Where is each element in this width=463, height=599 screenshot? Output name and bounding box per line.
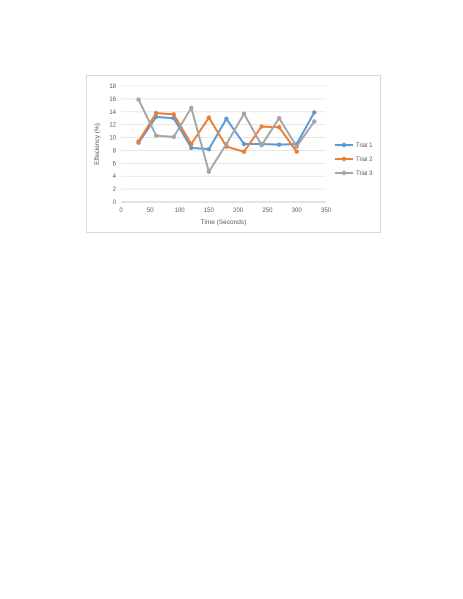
series-line-trial-3 [137, 99, 316, 173]
data-point [276, 125, 282, 130]
legend-label: Trial 3 [356, 171, 373, 177]
x-axis-title: Time (Seconds) [201, 219, 247, 226]
series-line-trial-2 [137, 112, 298, 153]
data-point [294, 144, 299, 149]
data-point [189, 145, 194, 151]
chart-frame: 0 2 4 6 8 10 12 14 16 18 0 50 100 150 200 250 300 350 Tri… [86, 75, 381, 233]
x-tick-label: 350 [321, 208, 332, 214]
data-point [259, 143, 264, 148]
data-point [206, 146, 212, 152]
legend-label: Trial 1 [356, 143, 373, 149]
data-point [259, 124, 264, 129]
data-point [136, 97, 141, 102]
x-tick-label: 100 [175, 208, 186, 214]
y-tick-label: 4 [113, 174, 117, 180]
data-point [241, 149, 247, 154]
x-tick-label: 150 [204, 208, 215, 214]
x-tick-label: 50 [147, 208, 154, 214]
legend-marker [341, 170, 347, 176]
legend-marker [341, 142, 347, 148]
data-point [189, 105, 194, 111]
legend-label: Trial 2 [356, 157, 373, 163]
data-point [294, 149, 299, 154]
y-tick-label: 6 [113, 161, 117, 167]
line-chart: 0 2 4 6 8 10 12 14 16 18 0 50 100 150 200 250 300 350 Tri… [94, 84, 373, 226]
y-tick-label: 14 [109, 110, 116, 116]
data-point [224, 116, 229, 122]
data-point [153, 110, 159, 116]
data-point [206, 169, 212, 174]
y-tick-label: 0 [113, 200, 117, 206]
x-tick-label: 200 [233, 208, 244, 214]
y-axis-title: Effeciency (%) [94, 123, 101, 165]
data-point [241, 141, 247, 147]
data-point [276, 116, 282, 121]
x-tick-label: 250 [262, 208, 273, 214]
data-point [153, 133, 159, 138]
data-point [312, 119, 317, 124]
axes: 0 2 4 6 8 10 12 14 16 18 0 50 100 150 200 250 300 350 [109, 84, 331, 214]
data-point [171, 134, 176, 140]
x-tick-label: 0 [119, 208, 123, 214]
y-tick-label: 16 [109, 97, 116, 103]
data-point [136, 139, 141, 144]
y-tick-label: 8 [113, 148, 117, 154]
series-layer [136, 97, 317, 174]
y-tick-label: 12 [109, 123, 116, 129]
data-point [171, 112, 176, 117]
data-point [206, 115, 212, 120]
y-tick-label: 10 [109, 136, 116, 142]
y-tick-label: 18 [109, 84, 116, 90]
legend-marker [341, 156, 347, 162]
data-point [312, 110, 317, 115]
data-point [189, 141, 194, 147]
x-tick-label: 300 [292, 208, 303, 214]
legend: Trial 1 Trial 2 Trial 3 [335, 142, 373, 177]
data-point [224, 141, 229, 147]
data-point [276, 142, 282, 147]
data-point [241, 111, 247, 116]
y-tick-label: 2 [113, 187, 117, 193]
